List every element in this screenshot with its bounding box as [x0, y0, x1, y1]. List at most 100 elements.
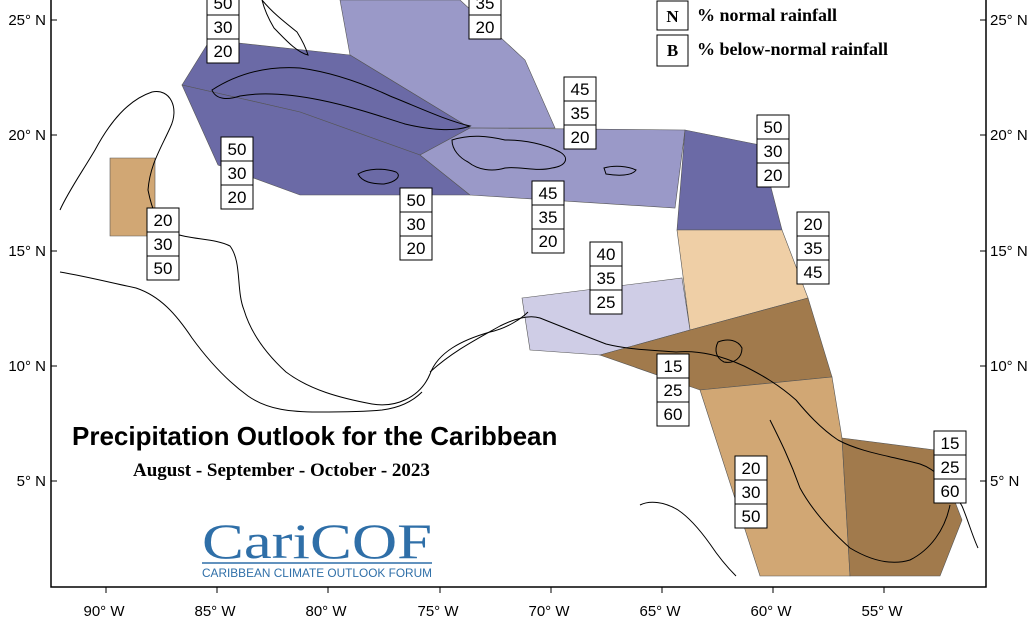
probability-box-cayman-jamaica: 50 30 20	[399, 187, 433, 261]
lat-label-left: 15° N	[8, 243, 46, 260]
probability-value: 50	[407, 191, 426, 210]
lon-labels: 90° W 85° W 80° W 75° W 70° W 65° W 60° …	[83, 603, 903, 620]
coastline-hispaniola	[451, 135, 567, 171]
probability-cell	[589, 289, 623, 315]
lat-label-left: 20° N	[8, 127, 46, 144]
probability-value: 30	[407, 215, 426, 234]
probability-cell	[656, 377, 690, 403]
probability-value: 25	[597, 293, 616, 312]
probability-cell	[531, 180, 565, 206]
coastline-trinidad	[715, 339, 743, 363]
probability-value: 30	[154, 235, 173, 254]
probability-value: 20	[154, 211, 173, 230]
probability-cell	[656, 353, 690, 379]
lat-label-left: 25° N	[8, 12, 46, 29]
probability-cell	[796, 211, 830, 237]
coastline-south-america-west	[639, 501, 737, 577]
probability-cell	[399, 235, 433, 261]
coastline-pacific-central-america	[59, 271, 423, 413]
coastlines	[59, 0, 979, 577]
probability-value: 40	[597, 245, 616, 264]
probability-value: 35	[571, 104, 590, 123]
legend-label-normal: % normal rainfall	[697, 5, 837, 25]
map-subtitle: August - September - October - 2023	[133, 460, 430, 481]
probability-value: 30	[764, 142, 783, 161]
probability-cell	[220, 160, 254, 186]
lat-label-left: 5° N	[17, 473, 46, 490]
probability-value: 50	[228, 140, 247, 159]
coastline-yucatan-central-america	[59, 91, 529, 406]
probability-cell	[734, 503, 768, 529]
legend: N % normal rainfall B % below-normal rai…	[656, 0, 888, 67]
probability-value: 20	[228, 188, 247, 207]
legend-key-box	[656, 34, 689, 67]
probability-cell	[206, 38, 240, 64]
probability-cell	[933, 478, 967, 504]
probability-cell	[656, 401, 690, 427]
lat-label-right: 10° N	[990, 358, 1028, 375]
legend-key-normal: N	[666, 7, 679, 26]
probability-box-guyana: 20 30 50	[734, 455, 768, 529]
logo-wordmark: CariCOF	[202, 513, 432, 569]
probability-value: 30	[742, 483, 761, 502]
probability-value: 60	[941, 482, 960, 501]
probability-value: 35	[476, 0, 495, 13]
probability-box-hispaniola: 45 35 20	[531, 180, 565, 254]
probability-cell	[146, 255, 180, 281]
probability-value: 50	[214, 0, 233, 13]
coastline-puerto-rico	[603, 165, 637, 176]
lat-label-left: 10° N	[8, 358, 46, 375]
legend-key-box	[656, 0, 689, 31]
lon-label: 60° W	[750, 603, 792, 620]
probability-cell	[146, 207, 180, 233]
probability-cell	[468, 14, 502, 40]
coastline-guianas-interior	[769, 419, 951, 563]
probability-cell	[399, 211, 433, 237]
coastline-jamaica	[357, 168, 399, 185]
probability-box-turks-caicos: 45 35 20	[563, 76, 597, 150]
lon-label: 80° W	[305, 603, 347, 620]
probability-value: 20	[476, 18, 495, 37]
lon-label: 85° W	[194, 603, 236, 620]
probability-value: 50	[154, 259, 173, 278]
coastline-florida	[261, 0, 309, 56]
probability-cell	[933, 430, 967, 456]
probability-cell	[796, 259, 830, 285]
lon-label: 75° W	[417, 603, 459, 620]
lat-label-right: 15° N	[990, 243, 1028, 260]
lat-label-right: 20° N	[990, 127, 1028, 144]
probability-box-trinidad: 15 25 60	[656, 353, 690, 427]
lat-label-right: 5° N	[990, 473, 1019, 490]
probability-value: 20	[539, 232, 558, 251]
probability-cell	[734, 455, 768, 481]
probability-cell	[756, 162, 790, 188]
probability-value: 20	[571, 128, 590, 147]
probability-value: 45	[804, 263, 823, 282]
lon-label: 65° W	[639, 603, 681, 620]
legend-entry-below-normal: B % below-normal rainfall	[656, 34, 888, 67]
coastline-cuba	[211, 67, 472, 131]
probability-value: 35	[597, 269, 616, 288]
lat-labels-right: 25° N 20° N 15° N 10° N 5° N	[990, 12, 1028, 490]
probability-cell	[589, 241, 623, 267]
probability-cell	[563, 124, 597, 150]
probability-value: 20	[742, 459, 761, 478]
lat-labels-left: 25° N 20° N 15° N 10° N 5° N	[8, 12, 46, 490]
lon-label: 70° W	[528, 603, 570, 620]
map-title: Precipitation Outlook for the Caribbean	[72, 421, 557, 451]
probability-value: 50	[764, 118, 783, 137]
probability-box-suriname: 15 25 60	[933, 430, 967, 504]
probability-box-leewards: 50 30 20	[756, 114, 790, 188]
probability-cell	[756, 114, 790, 140]
probability-box-belize: 20 30 50	[146, 207, 180, 281]
probability-cell	[734, 479, 768, 505]
probability-value: 60	[664, 405, 683, 424]
probability-cell	[146, 231, 180, 257]
probability-box-windwards: 20 35 45	[796, 211, 830, 285]
probability-value: 35	[804, 239, 823, 258]
probability-value: 20	[407, 239, 426, 258]
probability-value: 30	[214, 18, 233, 37]
probability-box-abc: 40 35 25	[589, 241, 623, 315]
